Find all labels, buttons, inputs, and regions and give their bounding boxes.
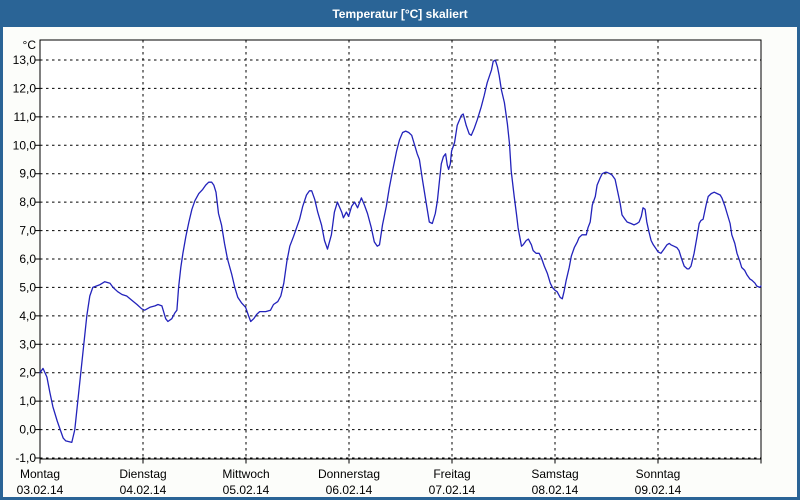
day-date-label: 06.02.14: [326, 483, 373, 497]
temperature-series-line: [39, 59, 762, 444]
y-tick-label: 3,0: [19, 337, 36, 351]
plot-frame: [39, 39, 762, 460]
day-date-label: 05.02.14: [223, 483, 270, 497]
y-tick-label: 1,0: [19, 394, 36, 408]
y-tick-label: 4,0: [19, 309, 36, 323]
day-name-label: Donnerstag: [318, 467, 380, 481]
y-axis-unit-label: °C: [23, 38, 37, 52]
y-tick-label: 6,0: [19, 252, 36, 266]
y-tick-label: 5,0: [19, 280, 36, 294]
day-name-label: Mittwoch: [222, 467, 269, 481]
y-tick-label: 10,0: [13, 138, 37, 152]
day-name-label: Samstag: [531, 467, 578, 481]
day-date-label: 08.02.14: [532, 483, 579, 497]
y-tick-label: 11,0: [14, 110, 37, 124]
y-tick-label: 12,0: [13, 81, 37, 95]
day-date-label: 04.02.14: [120, 483, 167, 497]
day-name-label: Dienstag: [119, 467, 166, 481]
day-name-label: Montag: [20, 467, 60, 481]
y-tick-label: -1,0: [15, 451, 36, 465]
day-date-label: 09.02.14: [635, 483, 682, 497]
y-tick-label: 0,0: [19, 423, 36, 437]
window-titlebar: Temperatur [°C] skaliert: [0, 0, 800, 27]
day-name-label: Sonntag: [636, 467, 681, 481]
y-tick-label: 7,0: [19, 224, 36, 238]
y-tick-label: 2,0: [19, 366, 36, 380]
day-date-label: 03.02.14: [17, 483, 64, 497]
day-date-label: 07.02.14: [429, 483, 476, 497]
y-tick-label: 13,0: [13, 53, 37, 67]
y-tick-label: 8,0: [19, 195, 36, 209]
y-tick-label: 9,0: [19, 167, 36, 181]
window-title: Temperatur [°C] skaliert: [332, 6, 468, 21]
day-name-label: Freitag: [433, 467, 470, 481]
